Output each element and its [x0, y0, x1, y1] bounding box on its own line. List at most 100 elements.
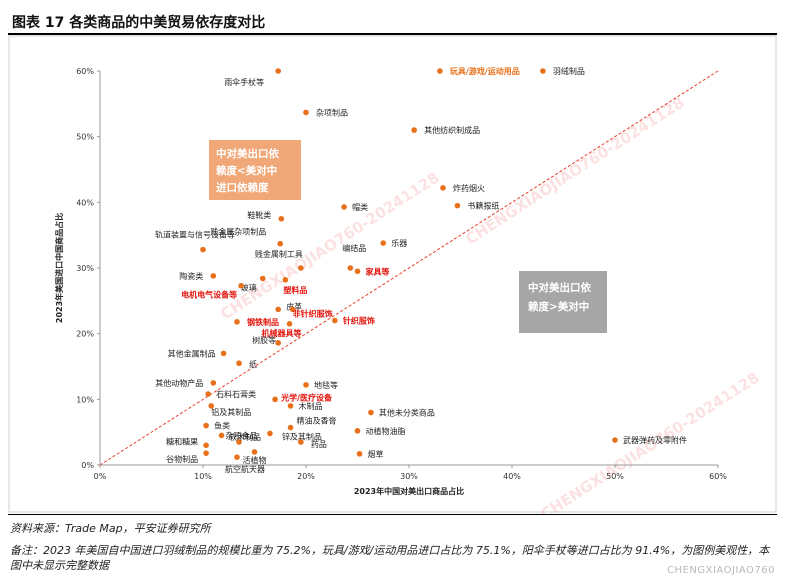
- point-label: 活植物: [243, 455, 267, 465]
- point-label: 地毯等: [314, 380, 338, 390]
- x-tick-label: 50%: [606, 472, 624, 481]
- scatter-point: [440, 185, 446, 191]
- scatter-point: [287, 403, 294, 409]
- point-label: 光学/医疗设备: [280, 392, 333, 402]
- x-tick-label: 20%: [297, 472, 315, 481]
- y-axis-title: 2023年美国进口中国商品占比: [54, 213, 64, 323]
- source-note: 资料来源：Trade Map，平安证券研究所: [10, 522, 211, 535]
- point-label: 其他纺织制成品: [424, 125, 480, 135]
- x-tick-label: 60%: [709, 472, 727, 481]
- y-tick-label: 0%: [81, 461, 94, 470]
- point-label: 谷物制品: [166, 454, 198, 464]
- point-label: 航空航天器: [225, 464, 265, 474]
- scatter-point: [220, 350, 227, 357]
- scatter-point: [203, 422, 209, 429]
- scatter-point: [236, 360, 242, 367]
- point-label: 鱼类: [214, 421, 230, 431]
- footnote: 备注：2023 年美国自中国进口羽绒制品的规模比重为 75.2%，玩具/游戏/运…: [10, 544, 770, 572]
- x-tick-label: 30%: [400, 472, 418, 481]
- scatter-point: [251, 449, 258, 455]
- point-label: 贱金属制工具: [255, 249, 303, 259]
- scatter-point: [236, 439, 242, 445]
- scatter-point: [259, 275, 266, 282]
- x-tick-label: 10%: [194, 472, 212, 481]
- scatter-point: [203, 442, 209, 449]
- x-tick-label: 40%: [503, 472, 521, 481]
- scatter-point: [356, 451, 363, 457]
- scatter-point: [218, 432, 225, 439]
- figure-title: 图表 17 各类商品的中美贸易依存度对比: [12, 15, 266, 31]
- bottom-rule: [8, 514, 777, 515]
- scatter-point: [208, 403, 215, 409]
- scatter-point: [540, 68, 546, 74]
- point-label: 杂项食品: [226, 430, 258, 440]
- scatter-point: [437, 68, 443, 74]
- point-label: 铝及其制品: [211, 407, 251, 417]
- point-label: 针织服饰: [343, 316, 375, 326]
- scatter-point: [347, 265, 354, 271]
- scatter-point: [267, 430, 273, 437]
- scatter-point: [411, 127, 417, 133]
- scatter-point: [234, 454, 240, 460]
- point-label: 帽类: [352, 202, 368, 212]
- point-label: 糖和糖果: [166, 436, 198, 446]
- point-label: 玩具/游戏/运动用品: [450, 66, 520, 76]
- scatter-point: [234, 319, 240, 325]
- point-label: 锌及其制品: [282, 431, 322, 441]
- y-tick-label: 60%: [76, 67, 94, 76]
- scatter-point: [303, 382, 309, 388]
- x-axis-title: 2023年中国对美出口商品占比: [354, 486, 464, 496]
- point-label: 非针织服饰: [293, 308, 333, 318]
- point-label: 陶瓷类: [179, 271, 203, 281]
- scatter-point: [354, 428, 361, 434]
- scatter-point: [210, 273, 217, 279]
- scatter-point: [286, 321, 293, 327]
- scatter-point: [287, 424, 294, 431]
- scatter-point: [612, 437, 618, 443]
- scatter-point: [277, 240, 284, 247]
- scatter-point: [341, 204, 347, 210]
- point-label: 杂项制品: [316, 107, 348, 117]
- point-label: 精油及香膏: [297, 416, 337, 426]
- scatter-point: [282, 277, 289, 283]
- y-tick-label: 10%: [76, 395, 94, 404]
- footer-watermark: CHENGXIAOJIAO760: [667, 565, 775, 576]
- scatter-point: [278, 215, 285, 222]
- point-label: 鞋靴类: [247, 210, 271, 220]
- x-tick-label: 0%: [94, 472, 107, 481]
- point-label: 烟草: [368, 449, 384, 459]
- scatter-chart: CHENGXIAOJIAO760-20241128CHENGXIAOJIAO76…: [8, 35, 777, 514]
- point-label: 武器弹药及零附件: [623, 435, 687, 445]
- y-tick-label: 50%: [76, 133, 94, 142]
- chart-frame: [8, 35, 777, 513]
- region-box-text: 中对美出口依: [216, 147, 279, 160]
- scatter-point: [200, 246, 206, 253]
- point-label: 药品: [311, 439, 327, 449]
- point-label: 树胶等: [252, 335, 276, 345]
- point-label: 轨道装置与信号设备等: [155, 230, 235, 240]
- scatter-point: [275, 340, 281, 346]
- reference-line-y-equals-x: [99, 70, 719, 466]
- region-box-text: 进口依赖度: [216, 181, 269, 194]
- point-label: 机械器具等: [262, 328, 302, 338]
- scatter-point: [275, 68, 281, 74]
- point-label: 其他动物产品: [155, 378, 203, 388]
- point-label: 乐器: [391, 238, 407, 248]
- chart-watermark: CHENGXIAOJIAO760-20241128: [462, 93, 687, 248]
- region-box-text: 赖度>美对中: [528, 300, 589, 313]
- scatter-point: [210, 380, 217, 386]
- scatter-point: [332, 317, 338, 324]
- region-box-text: 中对美出口依: [528, 281, 591, 294]
- point-label: 石料石膏类: [216, 389, 256, 399]
- point-label: 电机电气设备等: [181, 290, 237, 300]
- point-label: 木制品: [299, 401, 323, 411]
- point-label: 软木制品: [229, 432, 261, 442]
- scatter-point: [454, 202, 461, 209]
- scatter-point: [298, 439, 304, 445]
- y-tick-label: 30%: [76, 264, 94, 273]
- scatter-point: [380, 240, 387, 246]
- point-label: 书籍报纸: [467, 201, 499, 211]
- point-label: 家具等: [366, 266, 390, 276]
